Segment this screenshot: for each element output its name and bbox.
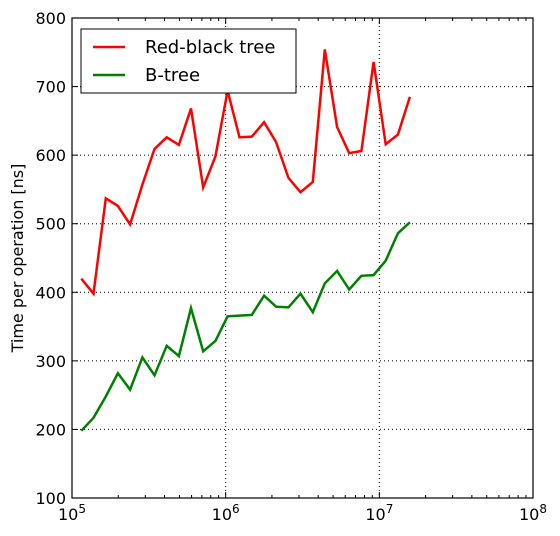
series-line-b-tree [80, 221, 411, 432]
y-tick-label: 300 [35, 352, 66, 371]
x-tick-label: 107 [365, 502, 393, 524]
y-tick-label: 700 [35, 78, 66, 97]
y-tick-label: 600 [35, 146, 66, 165]
y-tick-label: 800 [35, 9, 66, 28]
y-tick-label: 500 [35, 215, 66, 234]
legend: Red-black tree B-tree [80, 28, 297, 94]
y-axis-tick-labels: 100 200 300 400 500 600 700 800 [35, 9, 66, 508]
plot-frame [71, 17, 534, 499]
legend-label-b-tree: B-tree [145, 65, 200, 86]
axis-ticks [71, 17, 534, 499]
legend-box [80, 28, 297, 94]
y-tick-label: 100 [35, 489, 66, 508]
y-axis-label: Time per operation [ns] [8, 164, 27, 354]
y-tick-label: 200 [35, 420, 66, 439]
x-axis-tick-labels: 105 106 107 108 [58, 502, 547, 524]
x-tick-label: 108 [519, 502, 547, 524]
legend-label-red-black-tree: Red-black tree [145, 37, 275, 58]
y-tick-label: 400 [35, 283, 66, 302]
x-tick-label: 105 [58, 502, 86, 524]
series-lines [80, 49, 412, 432]
x-tick-label: 106 [212, 502, 240, 524]
series-line-red-black-tree [80, 49, 412, 297]
